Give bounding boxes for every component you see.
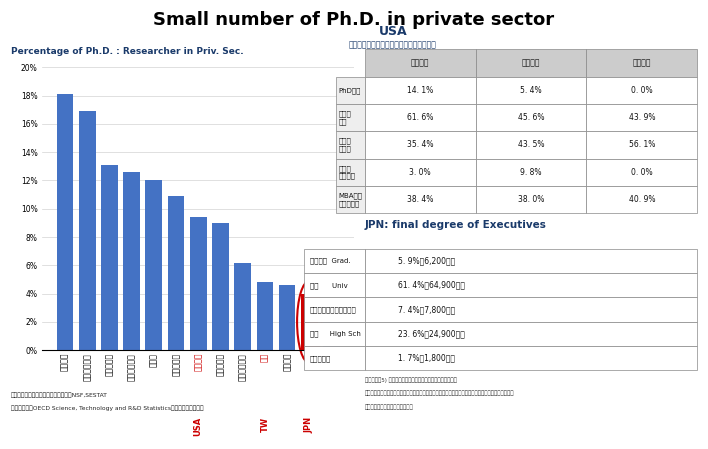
Text: Percentage of Ph.D. : Researcher in Priv. Sec.: Percentage of Ph.D. : Researcher in Priv…	[11, 47, 244, 56]
Bar	[190, 217, 207, 350]
Bar	[212, 223, 229, 350]
Text: USA: USA	[379, 25, 407, 38]
Bar	[323, 298, 340, 350]
Text: Small number of Ph.D. in private sector: Small number of Ph.D. in private sector	[154, 11, 554, 29]
Text: 「米国の上場企業の管理職等の最終学歴」: 「米国の上場企業の管理職等の最終学歴」	[349, 40, 437, 49]
Text: 米国分：日本労働研究機構が集計した「大卒ホワイトカラーの雇用管理に関する国際調査（平成年）」: 米国分：日本労働研究機構が集計した「大卒ホワイトカラーの雇用管理に関する国際調査…	[365, 391, 514, 396]
Text: USA: USA	[194, 417, 202, 436]
Bar	[256, 282, 273, 350]
Text: （主査：小泉信三法政大学教授）: （主査：小泉信三法政大学教授）	[365, 404, 413, 409]
Text: TW: TW	[261, 417, 269, 432]
Bar	[123, 172, 140, 350]
Text: その他の国：OECD Science, Technology and R&D Statisticsのデータを元に作成: その他の国：OECD Science, Technology and R&D S…	[11, 405, 203, 411]
Bar	[301, 294, 318, 350]
Bar	[101, 165, 118, 350]
Text: 日本：科学技術研究調査、アメリカ：NSF,SESTAT: 日本：科学技術研究調査、アメリカ：NSF,SESTAT	[11, 393, 108, 398]
Text: 出典：日本5) 経済産業省「就業構造実態調査（平成年度）」: 出典：日本5) 経済産業省「就業構造実態調査（平成年度）」	[365, 377, 457, 383]
Bar	[57, 94, 74, 350]
Bar	[279, 285, 295, 350]
Bar	[79, 111, 96, 350]
Bar	[145, 180, 162, 350]
Text: JPN: final degree of Executives: JPN: final degree of Executives	[365, 220, 547, 230]
Text: JPN: JPN	[305, 417, 314, 433]
Bar	[234, 263, 251, 350]
Bar	[168, 196, 184, 350]
